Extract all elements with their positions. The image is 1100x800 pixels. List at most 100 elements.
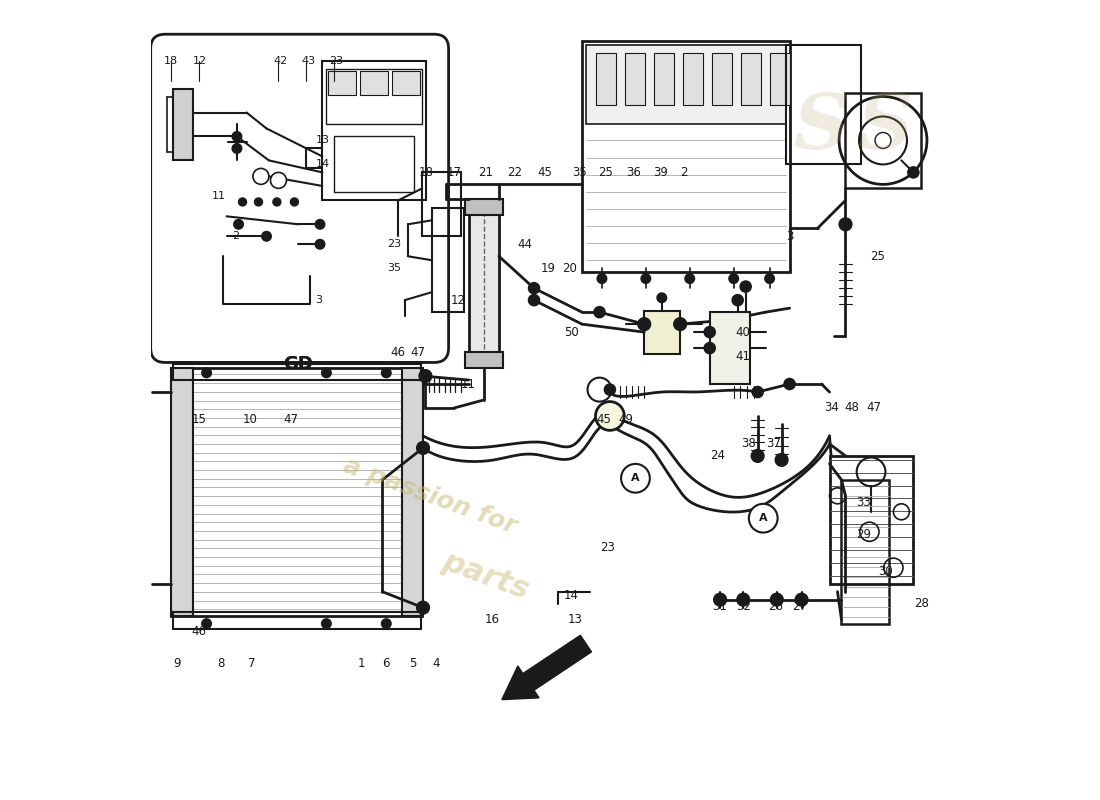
Circle shape	[737, 594, 750, 606]
Circle shape	[528, 282, 540, 294]
Text: 1: 1	[358, 657, 365, 670]
Text: 50: 50	[564, 326, 579, 338]
Circle shape	[839, 218, 851, 230]
Text: 47: 47	[866, 402, 881, 414]
Bar	[328, 71, 356, 95]
Text: 42: 42	[273, 55, 287, 66]
Text: 38: 38	[740, 438, 756, 450]
Circle shape	[321, 368, 331, 378]
Circle shape	[685, 274, 694, 283]
Text: 17: 17	[447, 166, 462, 179]
Text: 14: 14	[316, 159, 330, 170]
Text: 36: 36	[626, 166, 641, 179]
Circle shape	[704, 326, 715, 338]
Bar	[683, 53, 703, 105]
Circle shape	[417, 602, 429, 614]
Text: 39: 39	[652, 166, 668, 179]
Circle shape	[417, 442, 429, 454]
Text: 43: 43	[301, 55, 315, 66]
Text: 13: 13	[316, 135, 329, 146]
Circle shape	[674, 318, 686, 330]
Text: 47: 47	[410, 346, 426, 358]
Bar	[645, 310, 680, 354]
Text: 15: 15	[191, 414, 206, 426]
Circle shape	[764, 274, 774, 283]
Circle shape	[321, 619, 331, 629]
Text: GD: GD	[284, 355, 314, 373]
Text: 23: 23	[601, 542, 615, 554]
Text: 35: 35	[387, 263, 402, 274]
Text: 21: 21	[478, 166, 494, 179]
Text: 44: 44	[517, 238, 532, 250]
Bar	[392, 71, 420, 95]
Circle shape	[770, 594, 783, 606]
Bar	[740, 53, 761, 105]
Bar	[829, 456, 913, 584]
Text: 24: 24	[711, 450, 725, 462]
Text: 2: 2	[232, 231, 240, 242]
Bar	[403, 368, 424, 616]
Text: a passion for: a passion for	[340, 454, 520, 538]
Circle shape	[316, 219, 324, 229]
Text: S: S	[858, 91, 913, 166]
Text: 8: 8	[218, 657, 224, 670]
Text: 18: 18	[419, 166, 433, 179]
Circle shape	[752, 386, 763, 398]
Bar	[625, 53, 646, 105]
Text: 35: 35	[572, 166, 587, 179]
Text: 4: 4	[432, 657, 440, 670]
Circle shape	[271, 172, 286, 188]
Text: 6: 6	[383, 657, 390, 670]
Circle shape	[751, 450, 764, 462]
Text: 22: 22	[507, 166, 522, 179]
Bar	[582, 41, 790, 272]
Circle shape	[714, 594, 726, 606]
Circle shape	[776, 454, 788, 466]
Text: GD: GD	[284, 355, 314, 373]
Circle shape	[795, 594, 808, 606]
Circle shape	[733, 294, 744, 306]
Text: 48: 48	[845, 402, 859, 414]
Text: 23: 23	[387, 239, 402, 250]
Circle shape	[382, 619, 392, 629]
Bar	[173, 89, 192, 161]
Circle shape	[729, 274, 738, 283]
Circle shape	[528, 294, 540, 306]
Text: 46: 46	[191, 625, 206, 638]
Circle shape	[908, 167, 918, 178]
Circle shape	[382, 368, 392, 378]
Text: 25: 25	[598, 166, 614, 179]
Text: 34: 34	[824, 402, 838, 414]
Text: 16: 16	[484, 613, 499, 626]
Bar	[432, 208, 464, 312]
Circle shape	[749, 504, 778, 533]
Circle shape	[419, 370, 432, 382]
Bar	[654, 53, 674, 105]
Bar	[170, 368, 192, 616]
Text: 47: 47	[283, 414, 298, 426]
Text: 49: 49	[618, 414, 634, 426]
Circle shape	[594, 306, 605, 318]
Circle shape	[621, 464, 650, 493]
Text: 29: 29	[857, 528, 871, 541]
Text: A: A	[631, 474, 640, 483]
Bar	[464, 198, 503, 214]
Circle shape	[638, 318, 650, 330]
Text: 19: 19	[541, 262, 556, 274]
Circle shape	[290, 198, 298, 206]
Text: 40: 40	[736, 326, 750, 338]
Text: 11: 11	[211, 191, 226, 202]
Circle shape	[253, 169, 268, 184]
FancyBboxPatch shape	[151, 34, 449, 362]
Circle shape	[704, 342, 715, 354]
Bar	[846, 93, 922, 188]
Text: 41: 41	[736, 350, 751, 362]
Text: 46: 46	[390, 346, 406, 358]
Text: 3: 3	[785, 230, 793, 242]
Bar	[334, 137, 415, 192]
Text: 27: 27	[792, 599, 807, 613]
Circle shape	[201, 368, 211, 378]
Circle shape	[597, 274, 607, 283]
Text: 7: 7	[249, 657, 256, 670]
Bar	[469, 204, 499, 356]
